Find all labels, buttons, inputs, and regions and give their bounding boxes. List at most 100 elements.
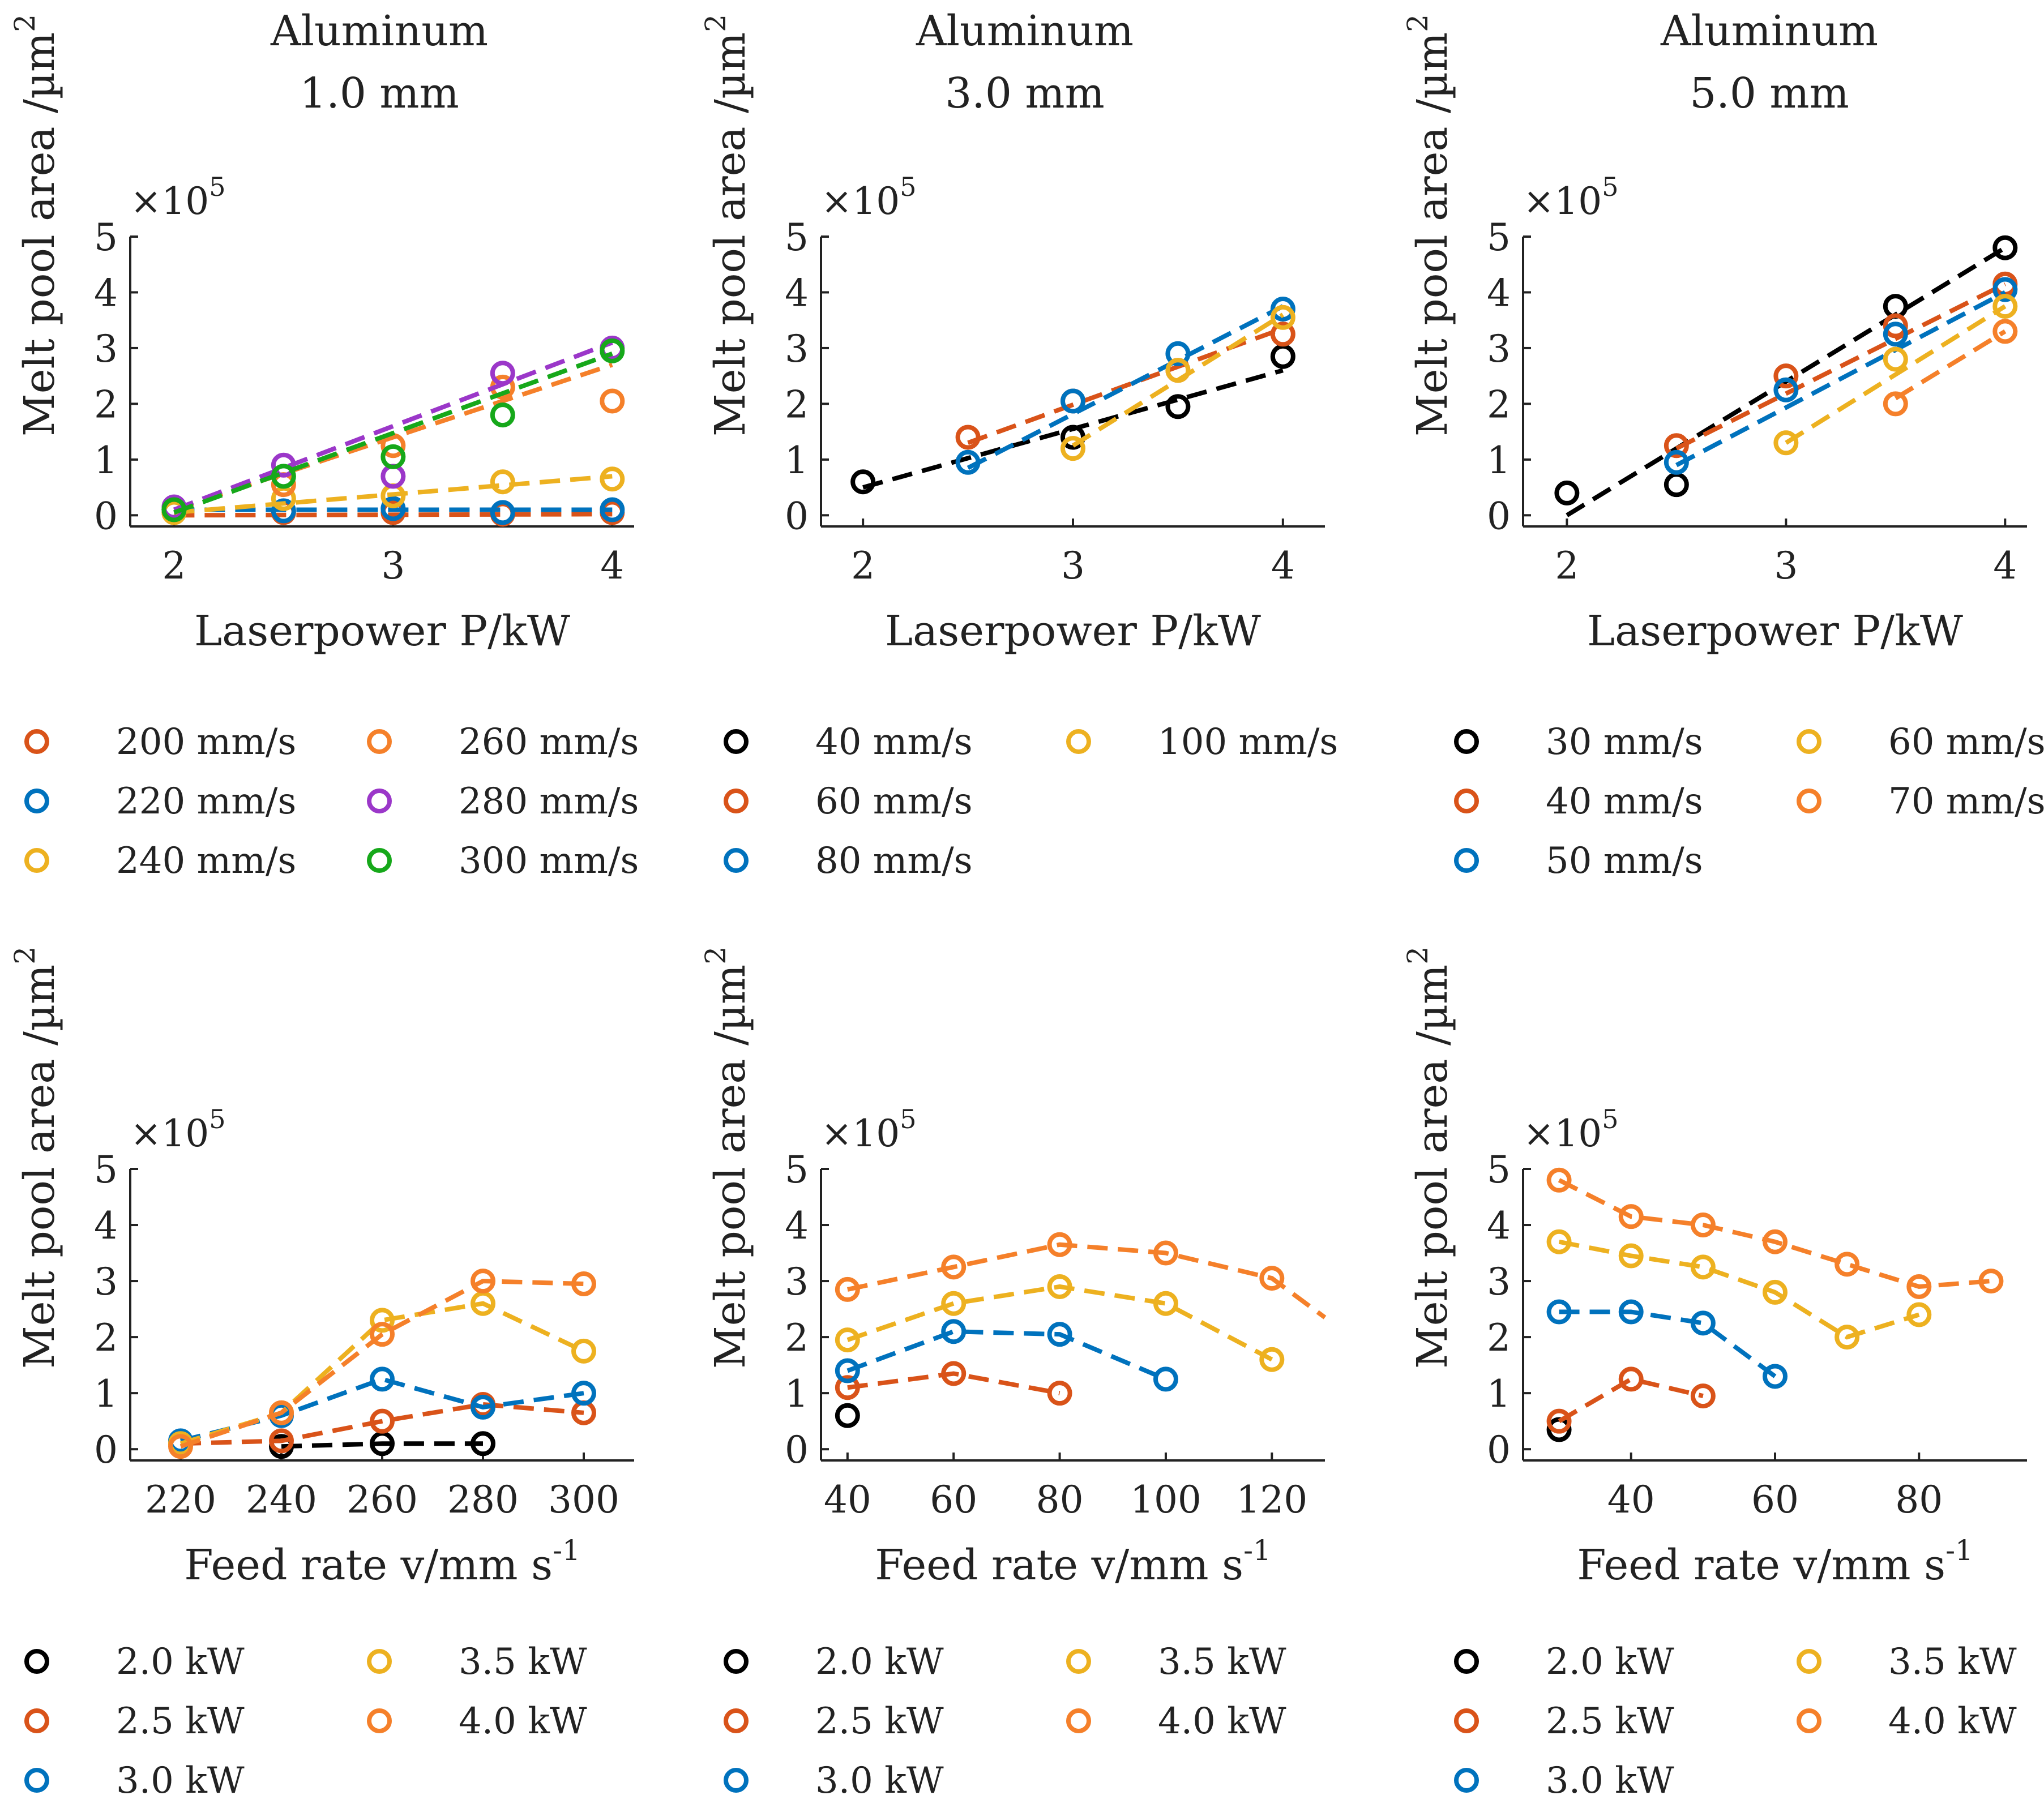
x-axis-label-sup: -1 (1243, 1534, 1271, 1567)
series-80 mm/s (955, 297, 1295, 475)
data-point (471, 1269, 495, 1294)
series-70 mm/s (1883, 319, 2018, 417)
legend-label: 3.5 kW (459, 1641, 587, 1683)
x-tick-label: 3 (381, 544, 405, 588)
y-tick-label: 3 (1487, 327, 1511, 371)
legend-marker (1797, 1649, 1821, 1674)
legend-marker (24, 789, 49, 813)
legend-label: 80 mm/s (815, 840, 973, 882)
data-point (600, 388, 625, 414)
data-point (1270, 322, 1295, 347)
y-exponent-label: ×105 (1523, 1104, 1619, 1155)
legend-marker (24, 729, 49, 754)
x-axis-label: Laserpower P/kW (194, 607, 570, 655)
legend-item: 70 mm/s (1797, 781, 2044, 822)
y-tick-label: 1 (785, 439, 809, 482)
legend-item: 300 mm/s (367, 840, 639, 882)
data-point (941, 1319, 967, 1344)
data-point (1061, 436, 1085, 461)
series-4.0 kW (168, 1269, 596, 1459)
legend-label: 3.0 kW (1546, 1760, 1674, 1802)
legend-marker (367, 1708, 392, 1733)
data-point (168, 1434, 193, 1459)
data-point (571, 1381, 596, 1406)
data-point (1618, 1243, 1644, 1269)
y-axis-label: Melt pool area /µm2 (8, 946, 64, 1369)
y-tick-label: 5 (94, 1148, 118, 1192)
data-point (1664, 433, 1689, 459)
legend-6: 2.0 kW 2.5 kW 3.0 kW 3.5 kW 4.0 kW (1454, 1641, 2017, 1802)
data-point (269, 1400, 294, 1425)
data-point (941, 1361, 967, 1386)
data-point (1165, 394, 1191, 419)
legend-item: 4.0 kW (1066, 1700, 1286, 1742)
trend-line (173, 352, 613, 515)
legend-item: 3.0 kW (1454, 1760, 1674, 1802)
y-axis-label-sup: 2 (1401, 14, 1434, 32)
data-point (1883, 313, 1908, 339)
x-tick-label: 80 (1036, 1478, 1084, 1522)
y-tick-label: 4 (785, 271, 809, 315)
data-point (1618, 1366, 1644, 1392)
legend-item: 2.0 kW (1454, 1641, 1674, 1683)
data-point (955, 449, 981, 475)
series-300 mm/s (161, 338, 625, 522)
series-60 mm/s (955, 322, 1295, 450)
data-point (471, 1394, 495, 1420)
legend-label: 30 mm/s (1546, 721, 1703, 763)
legend-item: 40 mm/s (724, 721, 973, 763)
series-3.5 kW (835, 1274, 1285, 1372)
trend-line (967, 304, 1284, 470)
data-point (1270, 344, 1295, 369)
series-line (179, 1279, 584, 1449)
legend-label: 4.0 kW (1888, 1700, 2017, 1742)
series-30 mm/s (1554, 235, 2018, 517)
legend-item: 220 mm/s (24, 781, 296, 822)
data-point (1883, 391, 1908, 417)
legend-label: 3.5 kW (1158, 1641, 1286, 1683)
x-axis-label-sup: -1 (1945, 1534, 1973, 1567)
series-2.5 kW (835, 1361, 1072, 1406)
chart-title-line: 5.0 mm (1690, 69, 1849, 118)
legend-label: 260 mm/s (459, 721, 639, 763)
y-axis-label: Melt pool area /µm2 (699, 14, 755, 436)
data-point (1047, 1274, 1072, 1299)
y-exponent-label: ×105 (130, 172, 226, 223)
x-tick-label: 2 (851, 544, 875, 588)
y-axis-label: Melt pool area /µm2 (1401, 14, 1457, 436)
legend-label: 2.0 kW (815, 1641, 944, 1683)
data-point (1165, 341, 1191, 366)
data-point (1165, 358, 1191, 383)
data-point (1270, 305, 1295, 330)
y-exponent-label: ×105 (821, 1104, 917, 1155)
data-point (1664, 472, 1689, 498)
legend-item: 50 mm/s (1454, 840, 1703, 882)
x-tick-label: 2 (1555, 544, 1579, 588)
legend-label: 40 mm/s (815, 721, 973, 763)
trend-line (1785, 304, 2007, 445)
data-point (271, 452, 296, 478)
legend-4: 2.0 kW 2.5 kW 3.0 kW 3.5 kW 4.0 kW (24, 1641, 587, 1802)
legend-label: 2.0 kW (1546, 1641, 1674, 1683)
legend-marker (1454, 789, 1479, 813)
legend-label: 200 mm/s (116, 721, 296, 763)
data-point (1906, 1302, 1932, 1327)
legend-item: 40 mm/s (1454, 781, 1703, 822)
y-axis-label-sup: 2 (8, 946, 41, 965)
data-point (490, 469, 515, 495)
y-exponent-power: 5 (209, 1104, 225, 1134)
legend-item: 2.0 kW (24, 1641, 245, 1683)
x-axis-label-sup: -1 (553, 1534, 580, 1567)
x-tick-label: 280 (447, 1478, 519, 1522)
legend-item: 80 mm/s (724, 840, 973, 882)
legend-marker (1454, 1768, 1479, 1793)
y-axis-label: Melt pool area /µm2 (8, 14, 64, 436)
legend-item: 60 mm/s (1797, 721, 2044, 763)
trend-line (174, 512, 613, 518)
legend-5: 2.0 kW 2.5 kW 3.0 kW 3.5 kW 4.0 kW (724, 1641, 1286, 1802)
legend-marker (1797, 1708, 1821, 1733)
series-4.0 kW (1546, 1167, 2004, 1299)
y-tick-label: 1 (785, 1372, 809, 1416)
